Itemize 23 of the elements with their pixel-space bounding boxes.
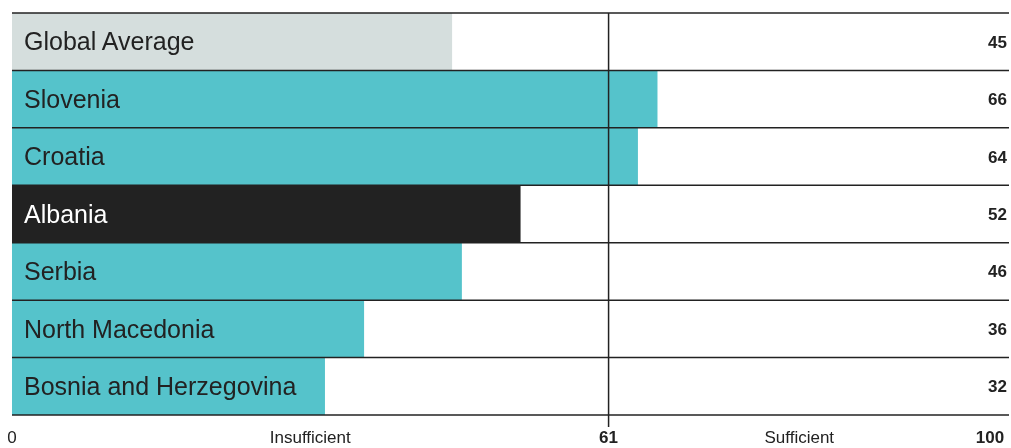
y-tick-label: Slovenia [24, 84, 120, 113]
data-label: 52 [988, 204, 1007, 224]
text: Sufficient [764, 428, 835, 447]
x-tick-label: 61 [599, 428, 619, 447]
bar [12, 127, 638, 186]
data-label: 64 [988, 147, 1008, 167]
y-tick-label: Croatia [24, 142, 105, 171]
bar [12, 13, 453, 71]
data-label: 66 [988, 90, 1007, 110]
y-tick-label: Serbia [24, 257, 97, 286]
x-tick-label: 100 [975, 428, 1005, 447]
y-tick-label: Bosnia and Herzegovina [24, 372, 297, 401]
y-tick-label: North Macedonia [24, 314, 215, 343]
bar [12, 242, 462, 301]
data-label: 32 [988, 377, 1007, 397]
bar [12, 70, 658, 128]
x-tick-label: 0 [7, 428, 17, 447]
data-label: 36 [988, 319, 1007, 339]
data-label: 46 [988, 262, 1007, 282]
data-label: 45 [988, 32, 1007, 52]
y-tick-label: Albania [24, 199, 108, 228]
y-tick-label: Global Average [24, 27, 195, 56]
text: Insufficient [269, 428, 352, 447]
